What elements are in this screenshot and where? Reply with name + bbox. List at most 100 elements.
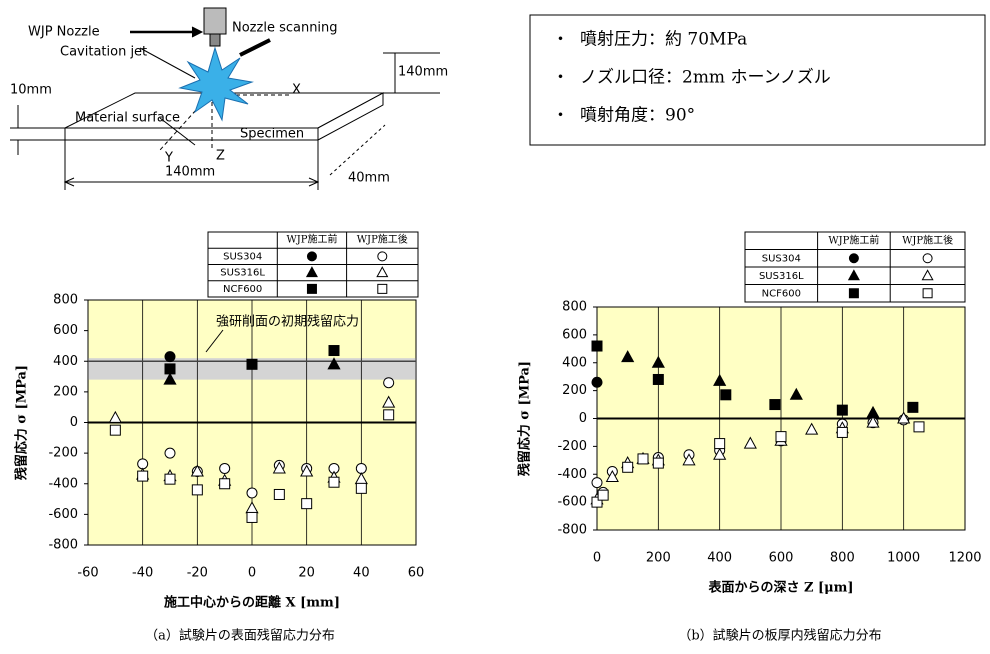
point xyxy=(591,340,603,352)
x-tick-label: 800 xyxy=(830,551,855,566)
point xyxy=(108,410,122,423)
point xyxy=(137,470,149,482)
point xyxy=(219,478,231,490)
point xyxy=(163,372,177,385)
legend-header: WJP施工前 xyxy=(286,233,337,246)
diagram-label: Y xyxy=(164,151,173,166)
y-tick-label: -800 xyxy=(48,538,78,553)
point xyxy=(328,345,340,357)
x-tick-label: -20 xyxy=(187,566,208,581)
specimen-diagram xyxy=(10,7,440,190)
point xyxy=(164,351,176,363)
point xyxy=(713,447,727,460)
diagram-label: Z xyxy=(216,149,225,164)
x-tick-label: 1000 xyxy=(887,551,920,566)
point xyxy=(191,484,203,496)
point xyxy=(897,411,911,424)
legend-marker xyxy=(848,253,859,264)
bullet: ・ xyxy=(552,106,569,126)
point xyxy=(836,404,848,416)
x-tick-label: 0 xyxy=(248,566,256,581)
point xyxy=(246,487,258,499)
legend-marker xyxy=(847,269,860,281)
diagram-label: 140mm xyxy=(398,65,448,80)
point xyxy=(355,462,367,474)
chart: 0 200 400 600 800 1000 1200 -800 -600 -400 -200 0 20… xyxy=(517,231,982,644)
diagram-label: Material surface xyxy=(75,111,180,126)
y-axis-label: 残留応力 σ [MPa] xyxy=(14,365,30,480)
y-tick-label: 200 xyxy=(53,384,78,399)
cavitation-jet xyxy=(178,46,254,122)
y-tick-label: 600 xyxy=(562,327,587,342)
y-axis-label: 残留応力 σ [MPa] xyxy=(517,361,533,476)
y-tick-label: 0 xyxy=(579,411,587,426)
caption: （a）試験片の表面残留応力分布 xyxy=(145,628,335,644)
diagram-label: 40mm xyxy=(348,171,390,186)
point xyxy=(714,438,726,450)
point xyxy=(190,464,204,477)
point xyxy=(605,469,619,483)
y-tick-label: 400 xyxy=(562,355,587,370)
x-tick-label: 200 xyxy=(646,551,671,566)
x-tick-label: 40 xyxy=(353,566,370,581)
y-tick-label: -200 xyxy=(48,446,78,461)
point xyxy=(769,399,781,411)
point xyxy=(382,395,396,408)
point xyxy=(621,350,635,363)
legend-marker xyxy=(848,288,859,299)
point xyxy=(651,355,665,368)
legend-marker xyxy=(377,251,388,262)
condition: 噴射角度：90° xyxy=(580,106,695,126)
point xyxy=(836,426,848,438)
point xyxy=(597,489,609,501)
diagram-label: X xyxy=(292,83,301,98)
legend-marker xyxy=(306,283,317,294)
point xyxy=(300,464,314,477)
point xyxy=(682,453,696,466)
point xyxy=(164,447,176,459)
legend-marker xyxy=(305,266,318,278)
condition: ノズル口径：2mm ホーンノズル xyxy=(580,68,831,88)
legend-marker xyxy=(306,251,317,262)
x-tick-label: -60 xyxy=(77,566,98,581)
point xyxy=(328,476,340,488)
diagram-label: Specimen xyxy=(240,127,304,142)
point xyxy=(637,453,649,465)
point xyxy=(246,511,258,523)
legend-header: WJP施工前 xyxy=(828,233,879,246)
legend-marker xyxy=(376,266,389,278)
y-tick-label: -600 xyxy=(48,507,78,522)
point xyxy=(355,482,367,494)
caption: （b）試験片の板厚内残留応力分布 xyxy=(678,628,881,644)
point xyxy=(273,488,285,500)
diagram-label: 10mm xyxy=(10,83,52,98)
y-tick-label: -800 xyxy=(557,523,587,538)
y-tick-label: -600 xyxy=(557,495,587,510)
point xyxy=(327,357,341,370)
y-tick-label: -400 xyxy=(48,476,78,491)
point xyxy=(652,373,664,385)
y-tick-label: 0 xyxy=(70,415,78,430)
legend-label: SUS304 xyxy=(762,253,801,264)
x-tick-label: 400 xyxy=(707,551,732,566)
point xyxy=(743,436,757,449)
point xyxy=(591,376,603,388)
x-tick-label: 1200 xyxy=(948,551,981,566)
legend-marker xyxy=(377,283,388,294)
x-tick-label: 600 xyxy=(769,551,794,566)
point xyxy=(164,473,176,485)
legend-label: SUS316L xyxy=(759,271,804,282)
x-tick-label: -40 xyxy=(132,566,153,581)
bullet: ・ xyxy=(552,30,569,50)
x-axis-label: 表面からの深さ Z [μm] xyxy=(707,580,853,596)
point xyxy=(652,457,664,469)
point xyxy=(622,461,634,473)
point xyxy=(246,358,258,370)
legend-marker xyxy=(922,288,933,299)
annotation: 強研削面の初期残留応力 xyxy=(216,315,359,330)
condition: 噴射圧力：約 70MPa xyxy=(580,30,747,50)
point xyxy=(109,424,121,436)
y-tick-label: -200 xyxy=(557,439,587,454)
